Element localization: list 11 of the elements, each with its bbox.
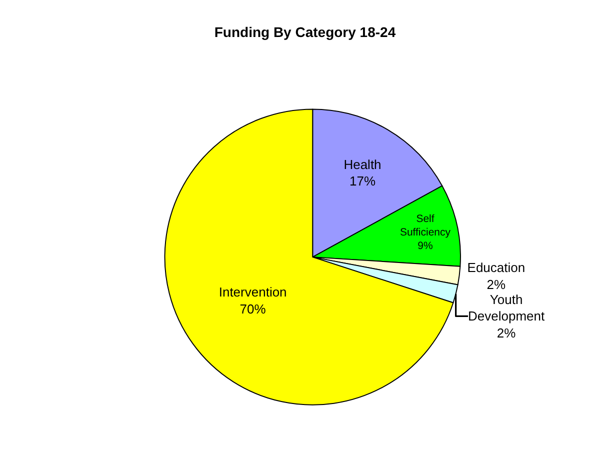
- slice-label: Intervention: [218, 284, 287, 300]
- slice-label: Health: [344, 156, 382, 172]
- slice-label: Self Sufficiency: [400, 212, 452, 238]
- data-label: 17%: [349, 174, 376, 189]
- data-label: 2%: [486, 276, 506, 292]
- slice-label: Education: [467, 260, 526, 275]
- slice-label: Youth Development: [468, 292, 546, 324]
- data-label: 9%: [418, 240, 433, 252]
- chart-title: Funding By Category 18-24: [214, 24, 396, 40]
- data-label: 2%: [496, 326, 516, 341]
- data-label: 70%: [240, 301, 266, 316]
